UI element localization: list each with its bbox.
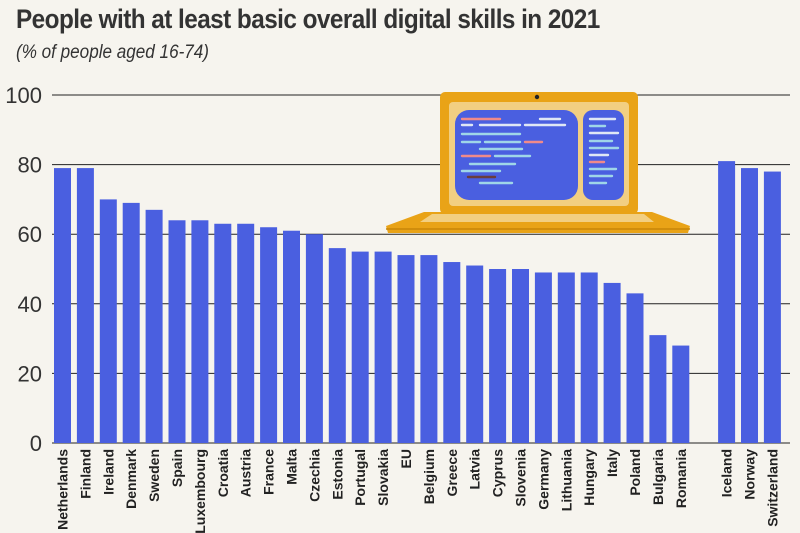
x-tick-label: Luxembourg [192, 449, 208, 533]
x-tick-label: Bulgaria [650, 449, 666, 505]
bar [512, 269, 529, 443]
bar [351, 251, 369, 443]
bar [718, 161, 736, 443]
bar [99, 199, 117, 443]
bar [534, 272, 552, 443]
bar [122, 202, 140, 443]
bar [626, 293, 644, 443]
bar [672, 345, 690, 443]
bar [489, 269, 507, 443]
x-tick-label: Romania [673, 449, 689, 508]
x-tick-label: Croatia [215, 449, 231, 497]
x-tick-label: Cyprus [490, 449, 506, 497]
x-tick-label: Slovenia [513, 449, 529, 507]
x-tick-label: Italy [604, 449, 620, 477]
bar [283, 230, 300, 443]
x-tick-label: Malta [284, 449, 300, 485]
x-tick-label: Finland [77, 449, 93, 499]
y-tick-label: 80 [18, 153, 42, 178]
bar [168, 220, 186, 443]
y-axis: 0 20 40 60 80 100 [5, 83, 42, 456]
bar [214, 223, 232, 443]
x-tick-label: Germany [535, 449, 551, 510]
x-tick-label: Hungary [581, 449, 597, 506]
bar [305, 234, 323, 443]
x-tick-label: Norway [742, 449, 758, 500]
bar [374, 251, 392, 443]
x-tick-label: Austria [238, 449, 254, 497]
x-tick-label: Slovakia [375, 449, 391, 506]
bar [420, 255, 438, 443]
bar [191, 220, 209, 443]
bar [145, 209, 163, 443]
x-tick-label: Denmark [123, 449, 139, 509]
x-tick-label: Poland [627, 449, 643, 496]
x-tick-label: Latvia [467, 449, 483, 490]
y-tick-label: 100 [5, 83, 42, 108]
bar [397, 255, 415, 443]
bar [443, 262, 461, 443]
x-tick-label: Spain [169, 449, 185, 487]
bar [741, 168, 758, 443]
bar [237, 223, 255, 443]
bar [54, 168, 71, 443]
bar [260, 227, 278, 443]
bar [557, 272, 575, 443]
x-tick-label: Sweden [146, 449, 162, 502]
x-tick-label: Netherlands [55, 449, 71, 530]
x-tick-label: Portugal [352, 449, 368, 506]
chart-title: People with at least basic overall digit… [16, 4, 600, 34]
bar [649, 335, 667, 443]
x-tick-label: France [261, 449, 277, 495]
bar [76, 168, 94, 443]
chart-subtitle: (% of people aged 16-74) [16, 42, 209, 63]
y-tick-label: 20 [18, 361, 42, 386]
x-tick-label: Estonia [329, 449, 345, 500]
x-tick-label: Belgium [421, 449, 437, 504]
x-tick-label: Lithuania [558, 449, 574, 511]
y-tick-label: 0 [30, 431, 42, 456]
x-tick-label: Ireland [100, 449, 116, 495]
x-tick-label: Czechia [306, 449, 322, 502]
x-tick-label: EU [398, 449, 414, 468]
bar [328, 248, 346, 443]
laptop-icon [386, 92, 690, 233]
x-tick-label: Iceland [719, 449, 735, 497]
bar [580, 272, 598, 443]
y-tick-label: 60 [18, 222, 42, 247]
x-tick-label: Switzerland [764, 449, 780, 527]
x-tick-label: Greece [444, 449, 460, 497]
x-axis-labels: Netherlands Finland Ireland Denmark Sweden Sp… [55, 449, 781, 533]
y-tick-label: 40 [18, 292, 42, 317]
bar [763, 171, 781, 443]
bar [466, 265, 484, 443]
bars [54, 161, 781, 443]
bar [603, 282, 621, 443]
